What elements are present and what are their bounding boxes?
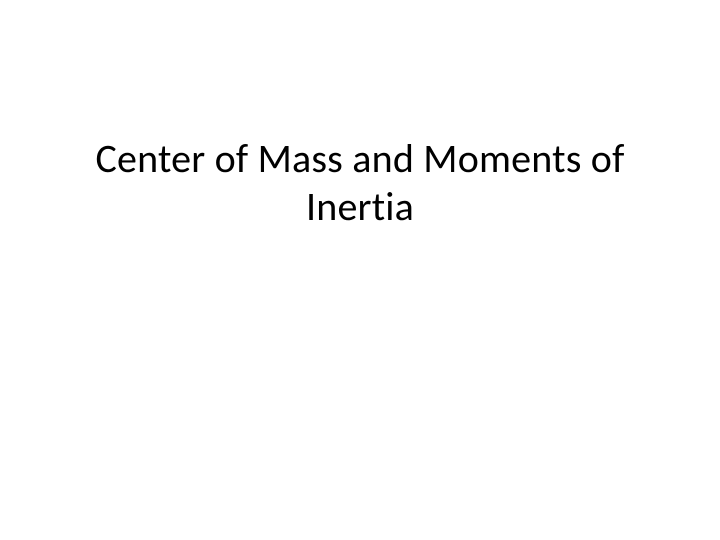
slide-title: Center of Mass and Moments of Inertia [50,135,670,231]
title-container: Center of Mass and Moments of Inertia [50,135,670,231]
slide-container: Center of Mass and Moments of Inertia [0,0,720,540]
